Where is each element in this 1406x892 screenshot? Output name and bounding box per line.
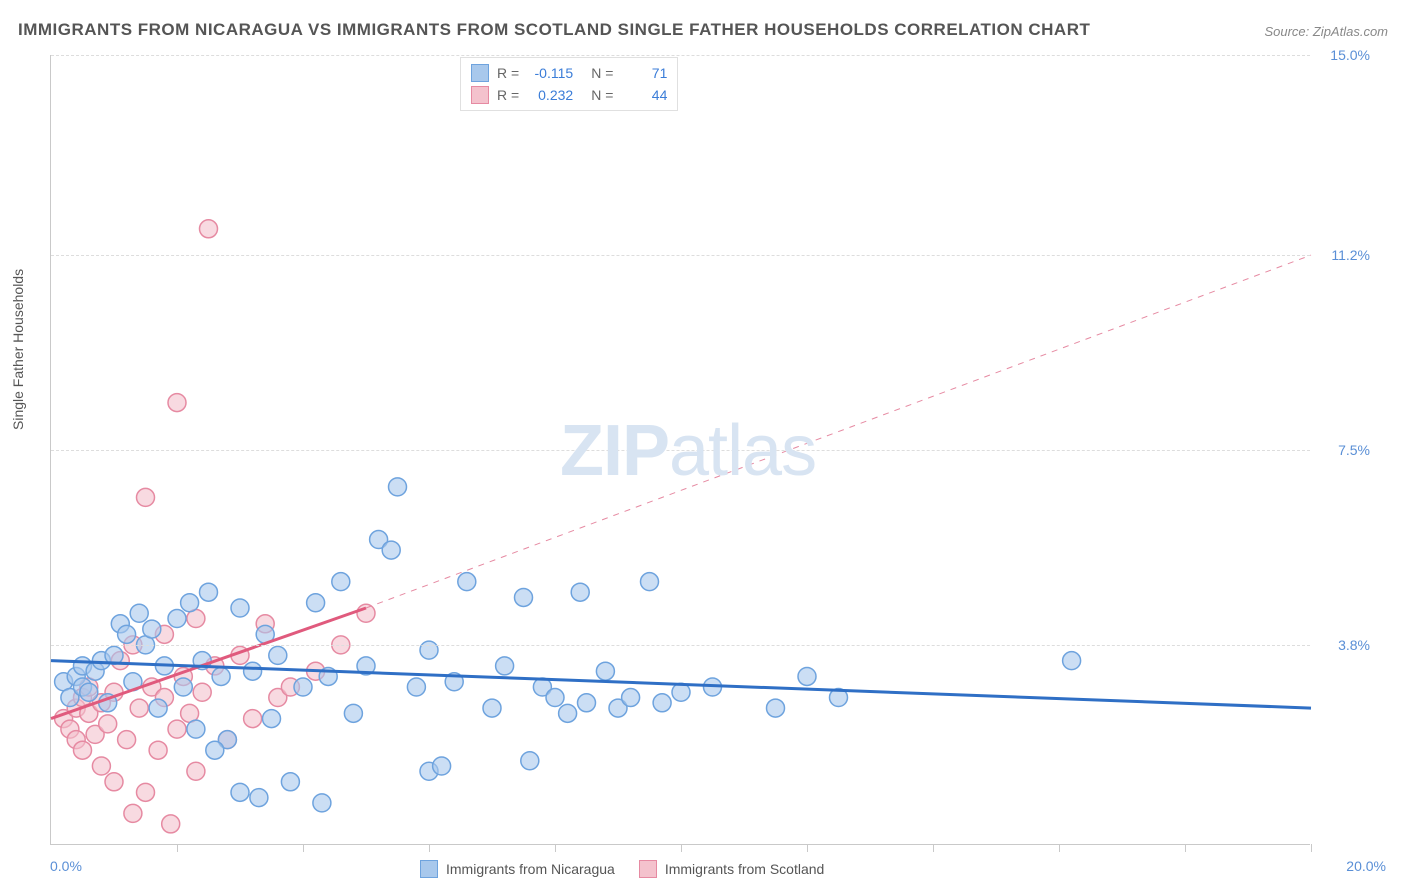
legend-row-scotland: R = 0.232 N = 44	[471, 84, 667, 106]
bottom-legend-nicaragua: Immigrants from Nicaragua	[420, 860, 615, 878]
legend-r-value: -0.115	[527, 65, 573, 81]
legend-r-label: R =	[497, 65, 519, 81]
legend-swatch-nicaragua	[471, 64, 489, 82]
x-axis-start-label: 0.0%	[50, 858, 82, 874]
plot-area: 3.8%7.5%11.2%15.0%	[50, 55, 1310, 845]
x-axis-end-label: 20.0%	[1346, 858, 1386, 874]
bottom-legend: Immigrants from Nicaragua Immigrants fro…	[420, 860, 824, 878]
bottom-swatch-nicaragua	[420, 860, 438, 878]
legend-n-label: N =	[591, 87, 613, 103]
bottom-legend-label: Immigrants from Scotland	[665, 861, 825, 877]
source-attribution: Source: ZipAtlas.com	[1264, 24, 1388, 39]
bottom-swatch-scotland	[639, 860, 657, 878]
legend-r-label: R =	[497, 87, 519, 103]
legend-row-nicaragua: R = -0.115 N = 71	[471, 62, 667, 84]
bottom-legend-scotland: Immigrants from Scotland	[639, 860, 825, 878]
legend-swatch-scotland	[471, 86, 489, 104]
legend-r-value: 0.232	[527, 87, 573, 103]
legend-n-label: N =	[591, 65, 613, 81]
chart-title: IMMIGRANTS FROM NICARAGUA VS IMMIGRANTS …	[18, 20, 1090, 40]
legend-n-value: 71	[621, 65, 667, 81]
y-axis-label: Single Father Households	[10, 269, 26, 430]
legend-box: R = -0.115 N = 71 R = 0.232 N = 44	[460, 57, 678, 111]
legend-n-value: 44	[621, 87, 667, 103]
bottom-legend-label: Immigrants from Nicaragua	[446, 861, 615, 877]
